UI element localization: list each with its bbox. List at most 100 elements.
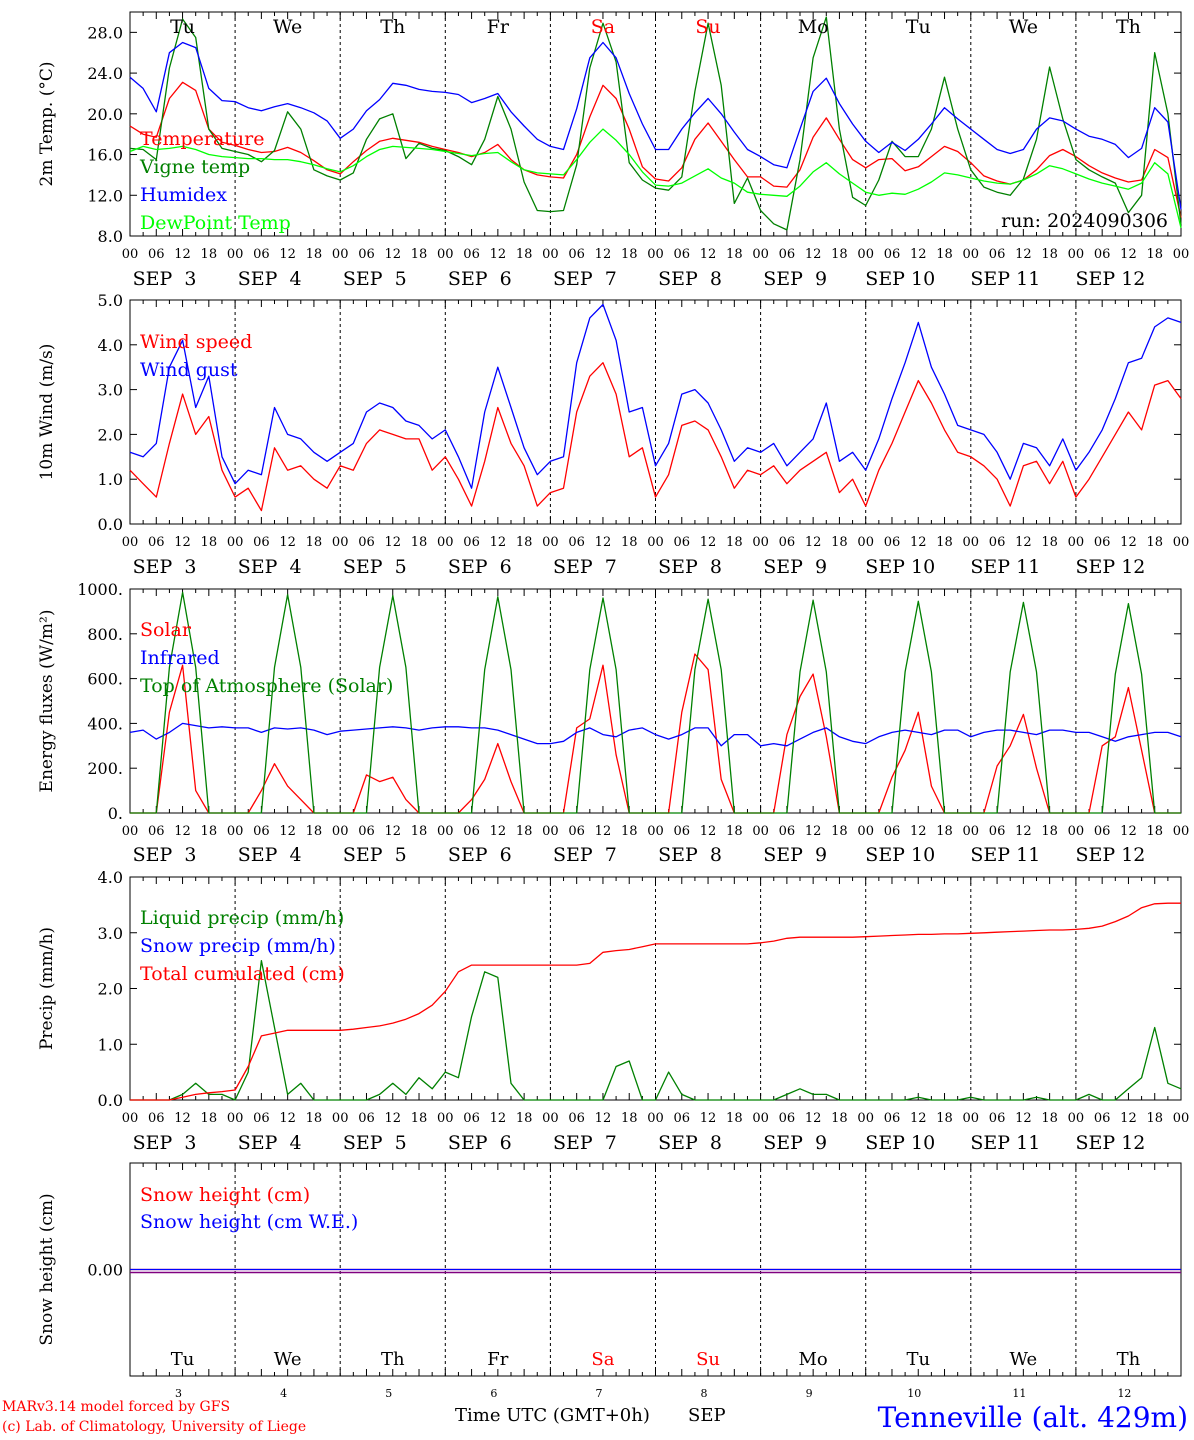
series-wind-gust <box>129 303 1182 489</box>
hour-label: 12 <box>595 824 612 839</box>
hour-label: 12 <box>490 535 507 550</box>
y-tick-label: 4.0 <box>98 868 123 887</box>
y-tick-label: 200. <box>87 759 123 778</box>
hour-label: 06 <box>989 535 1006 550</box>
hour-label: 12 <box>1015 247 1032 262</box>
hour-label: 06 <box>674 1111 691 1126</box>
hour-label: 12 <box>490 247 507 262</box>
hour-label: 00 <box>1173 535 1190 550</box>
y-tick-label: 2.0 <box>98 425 123 444</box>
hour-label: 00 <box>122 535 139 550</box>
hour-label: 06 <box>463 824 480 839</box>
hour-label: 00 <box>647 824 664 839</box>
hour-label: 06 <box>989 824 1006 839</box>
hour-label: 00 <box>122 247 139 262</box>
hour-label: 18 <box>726 1111 743 1126</box>
date-label: SEP 3 <box>133 556 197 578</box>
hour-label: 18 <box>726 824 743 839</box>
y-tick-label: 600. <box>87 670 123 689</box>
legend-entry: Snow precip (mm/h) <box>140 935 336 957</box>
hour-label: 18 <box>1146 1111 1163 1126</box>
legend-entry: Wind speed <box>140 331 252 353</box>
date-label: SEP 9 <box>763 556 827 578</box>
hour-label: 18 <box>1146 535 1163 550</box>
y-axis-title: Snow height (cm) <box>37 1193 57 1345</box>
date-label: SEP 3 <box>133 844 197 866</box>
day-date-label: 11 <box>1012 1387 1026 1400</box>
hour-label: 06 <box>779 535 796 550</box>
hour-label: 06 <box>358 535 375 550</box>
day-date-label: 12 <box>1117 1387 1131 1400</box>
hour-label: 12 <box>1120 247 1137 262</box>
hour-label: 18 <box>726 535 743 550</box>
date-label: SEP 8 <box>658 268 722 290</box>
panel-1: 8.0 12.0 16.0 20.0 24.0 28.0 2m Temp. (°C) Temp… <box>37 11 1189 290</box>
y-tick-label: 1000. <box>77 580 123 599</box>
date-label: SEP 6 <box>448 268 512 290</box>
day-date-label: 6 <box>490 1387 497 1400</box>
date-label: SEP 9 <box>763 1132 827 1154</box>
hour-label: 18 <box>936 824 953 839</box>
hour-label: 12 <box>384 247 401 262</box>
day-date-label: 10 <box>907 1387 921 1400</box>
legend-entry: Infrared <box>140 647 220 669</box>
hour-label: 12 <box>174 1111 191 1126</box>
hour-label: 18 <box>831 247 848 262</box>
hour-label: 00 <box>752 824 769 839</box>
hour-label: 00 <box>857 535 874 550</box>
panel-5: 0.00 Snow height (cm) Snow height (cm) Snow… <box>37 1162 1182 1400</box>
hour-label: 00 <box>437 247 454 262</box>
date-label: SEP 10 <box>865 844 935 866</box>
x-axis-title: Time UTC (GMT+0h) <box>455 1405 650 1426</box>
date-label: SEP 8 <box>658 1132 722 1154</box>
copyright: (c) Lab. of Climatology, University of L… <box>2 1419 307 1435</box>
day-name-label: We <box>1009 16 1038 38</box>
hour-label: 12 <box>700 535 717 550</box>
date-label: SEP 6 <box>448 844 512 866</box>
hour-label: 06 <box>779 247 796 262</box>
hour-label: 18 <box>936 535 953 550</box>
hour-label: 06 <box>148 247 165 262</box>
legend-entry: Humidex <box>140 184 227 206</box>
day-name-label: Sa <box>591 1349 614 1370</box>
hour-label: 00 <box>1068 247 1085 262</box>
hour-label: 18 <box>306 824 323 839</box>
hour-label: 06 <box>674 535 691 550</box>
y-tick-label: 1.0 <box>98 470 123 489</box>
hour-label: 06 <box>884 1111 901 1126</box>
hour-label: 12 <box>805 824 822 839</box>
hour-label: 00 <box>437 535 454 550</box>
day-name-label: We <box>273 16 302 38</box>
day-name-label: Th <box>1117 1349 1141 1370</box>
day-name-label: Mo <box>798 16 829 38</box>
hour-label: 12 <box>1120 824 1137 839</box>
hour-label: 12 <box>174 824 191 839</box>
hour-label: 12 <box>490 824 507 839</box>
hour-label: 18 <box>831 1111 848 1126</box>
legend-entry: Total cumulated (cm) <box>140 963 345 985</box>
hour-label: 00 <box>332 535 349 550</box>
legend-entry: Wind gust <box>140 359 238 381</box>
hour-label: 18 <box>621 1111 638 1126</box>
date-label: SEP 4 <box>238 556 302 578</box>
date-label: SEP 8 <box>658 844 722 866</box>
hour-label: 06 <box>568 247 585 262</box>
date-label: SEP 3 <box>133 1132 197 1154</box>
hour-label: 00 <box>752 1111 769 1126</box>
day-name-label: We <box>1010 1349 1038 1370</box>
hour-label: 00 <box>227 1111 244 1126</box>
day-name-label: Th <box>381 1349 405 1370</box>
y-tick-label: 8.0 <box>98 227 123 246</box>
x-axis-month: SEP <box>688 1405 726 1426</box>
day-name-label: Mo <box>799 1349 828 1370</box>
hour-label: 12 <box>700 247 717 262</box>
hour-label: 12 <box>700 824 717 839</box>
hour-label: 06 <box>148 824 165 839</box>
hour-label: 00 <box>647 535 664 550</box>
hour-label: 06 <box>148 535 165 550</box>
hour-label: 00 <box>332 247 349 262</box>
hour-label: 18 <box>1041 824 1058 839</box>
hour-label: 12 <box>595 1111 612 1126</box>
hour-label: 06 <box>1094 1111 1111 1126</box>
hour-label: 00 <box>227 247 244 262</box>
